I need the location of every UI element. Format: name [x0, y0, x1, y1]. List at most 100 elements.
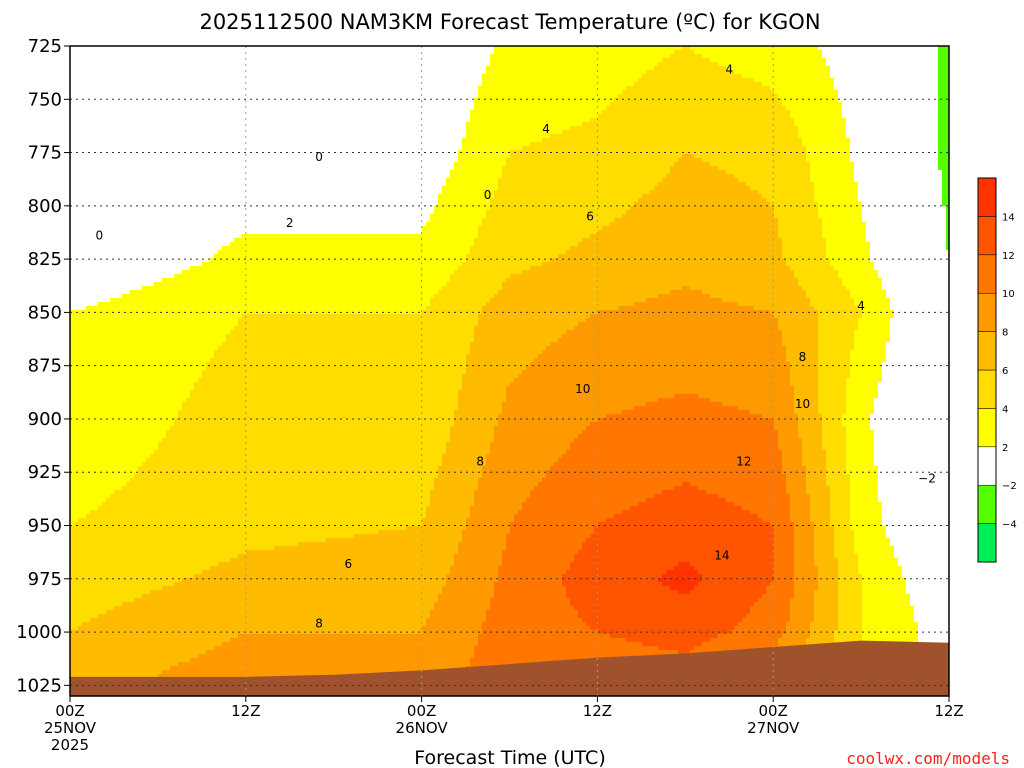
temperature-cell — [166, 398, 171, 403]
temperature-cell — [142, 498, 147, 503]
temperature-cell — [110, 366, 115, 371]
temperature-cell — [150, 430, 155, 435]
temperature-cell — [174, 630, 179, 635]
temperature-cell — [178, 110, 183, 115]
temperature-cell — [86, 546, 91, 551]
temperature-cell — [178, 486, 183, 491]
temperature-cell — [186, 602, 191, 607]
temperature-cell — [158, 602, 163, 607]
temperature-cell — [138, 662, 143, 667]
temperature-cell — [126, 94, 131, 99]
temperature-cell — [74, 298, 79, 303]
temperature-cell — [130, 250, 135, 255]
temperature-cell — [106, 342, 111, 347]
temperature-cell — [114, 238, 119, 243]
temperature-cell — [102, 170, 107, 175]
temperature-cell — [182, 526, 187, 531]
temperature-cell — [74, 498, 79, 503]
temperature-cell — [150, 274, 155, 279]
temperature-cell — [94, 134, 99, 139]
temperature-cell — [130, 558, 135, 563]
temperature-cell — [106, 282, 111, 287]
temperature-cell — [74, 50, 79, 55]
temperature-cell — [186, 218, 191, 223]
temperature-cell — [106, 218, 111, 223]
temperature-cell — [190, 158, 195, 163]
temperature-cell — [114, 302, 119, 307]
temperature-cell — [142, 102, 147, 107]
temperature-cell — [178, 630, 183, 635]
temperature-cell — [138, 666, 143, 671]
temperature-cell — [182, 642, 187, 647]
temperature-cell — [170, 398, 175, 403]
temperature-cell — [130, 126, 135, 131]
temperature-cell — [182, 534, 187, 539]
temperature-cell — [154, 214, 159, 219]
temperature-cell — [170, 518, 175, 523]
temperature-cell — [182, 554, 187, 559]
temperature-cell — [142, 146, 147, 151]
temperature-cell — [170, 242, 175, 247]
temperature-cell — [170, 182, 175, 187]
temperature-cell — [130, 414, 135, 419]
temperature-cell — [114, 534, 119, 539]
temperature-cell — [178, 222, 183, 227]
temperature-cell — [110, 542, 115, 547]
temperature-cell — [94, 574, 99, 579]
temperature-cell — [94, 602, 99, 607]
temperature-cell — [174, 502, 179, 507]
temperature-cell — [138, 490, 143, 495]
temperature-cell — [178, 610, 183, 615]
temperature-cell — [162, 534, 167, 539]
temperature-cell — [170, 474, 175, 479]
temperature-cell — [130, 654, 135, 659]
temperature-cell — [130, 478, 135, 483]
temperature-cell — [166, 110, 171, 115]
temperature-cell — [78, 278, 83, 283]
temperature-cell — [174, 338, 179, 343]
temperature-cell — [90, 370, 95, 375]
temperature-cell — [162, 118, 167, 123]
temperature-cell — [126, 198, 131, 203]
temperature-cell — [170, 302, 175, 307]
temperature-cell — [150, 414, 155, 419]
temperature-cell — [142, 594, 147, 599]
temperature-cell — [162, 238, 167, 243]
temperature-cell — [118, 174, 123, 179]
temperature-cell — [154, 146, 159, 151]
temperature-cell — [186, 226, 191, 231]
temperature-cell — [102, 514, 107, 519]
temperature-cell — [126, 374, 131, 379]
temperature-cell — [182, 106, 187, 111]
temperature-cell — [190, 414, 195, 419]
temperature-cell — [118, 454, 123, 459]
temperature-cell — [146, 82, 151, 87]
temperature-cell — [78, 586, 83, 591]
temperature-cell — [134, 546, 139, 551]
temperature-cell — [162, 306, 167, 311]
temperature-cell — [82, 210, 87, 215]
temperature-cell — [86, 222, 91, 227]
temperature-cell — [170, 90, 175, 95]
temperature-cell — [122, 94, 127, 99]
temperature-cell — [142, 626, 147, 631]
temperature-cell — [126, 370, 131, 375]
temperature-cell — [166, 506, 171, 511]
temperature-cell — [142, 386, 147, 391]
temperature-cell — [94, 634, 99, 639]
temperature-cell — [142, 578, 147, 583]
temperature-cell — [174, 406, 179, 411]
temperature-cell — [142, 342, 147, 347]
temperature-cell — [82, 590, 87, 595]
temperature-cell — [166, 302, 171, 307]
temperature-cell — [126, 162, 131, 167]
temperature-cell — [74, 82, 79, 87]
temperature-cell — [182, 506, 187, 511]
temperature-cell — [142, 134, 147, 139]
temperature-cell — [82, 254, 87, 259]
temperature-cell — [162, 66, 167, 71]
temperature-cell — [114, 486, 119, 491]
temperature-cell — [90, 574, 95, 579]
temperature-cell — [186, 458, 191, 463]
temperature-cell — [178, 462, 183, 467]
